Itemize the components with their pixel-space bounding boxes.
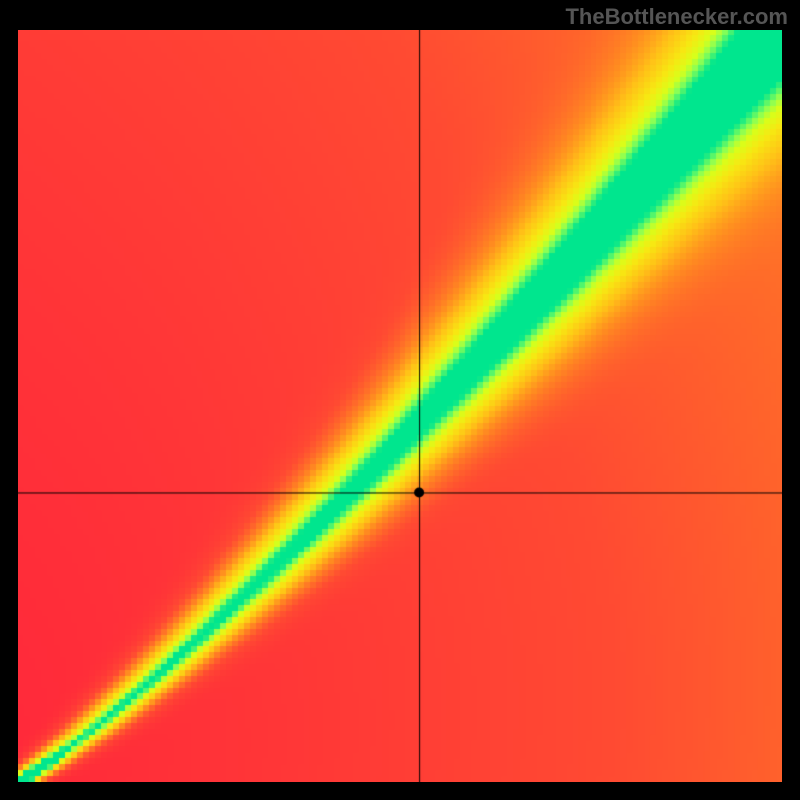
chart-container: TheBottlenecker.com	[0, 0, 800, 800]
bottleneck-heatmap	[18, 30, 782, 782]
watermark-text: TheBottlenecker.com	[565, 4, 788, 30]
